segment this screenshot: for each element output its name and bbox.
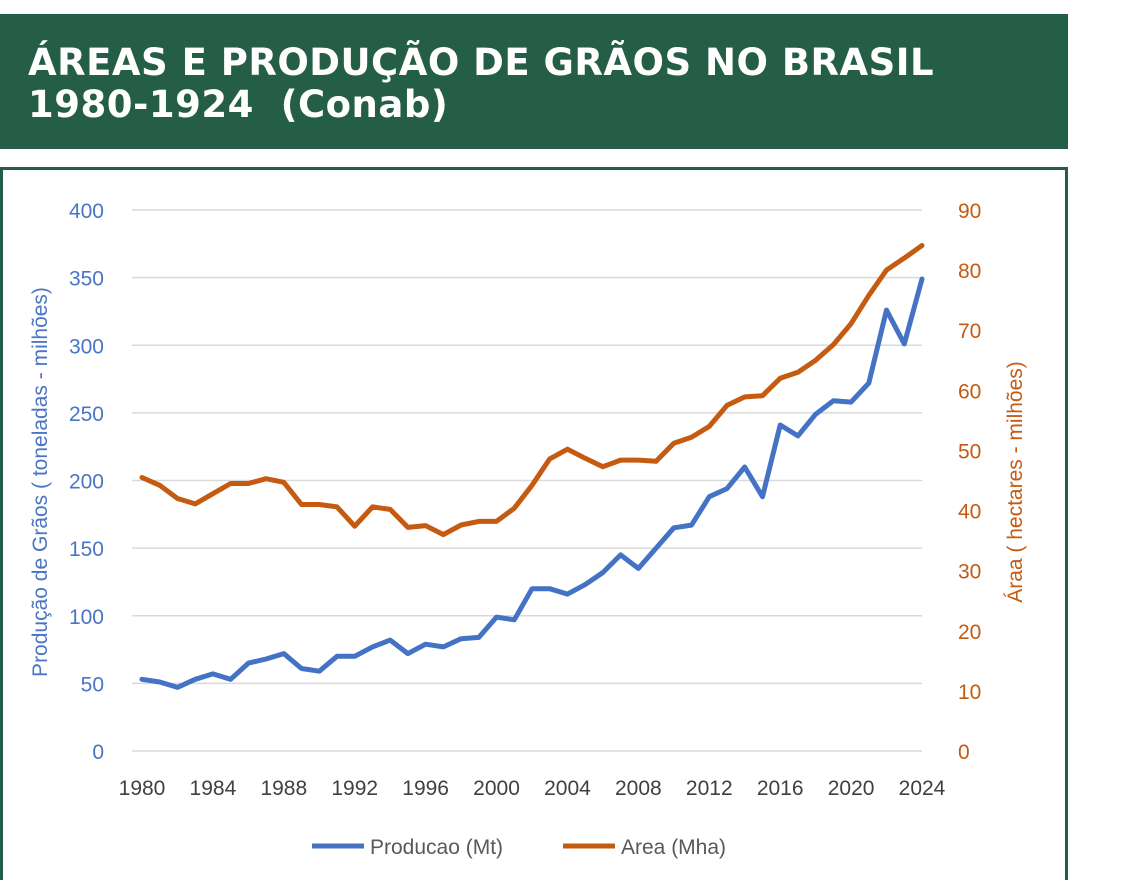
left-axis-title: Produção de Grãos ( toneladas - milhões)	[29, 287, 52, 677]
right-tick-label: 30	[958, 561, 981, 584]
right-axis-title: Áraa ( hectares - milhões)	[1004, 361, 1027, 603]
x-tick-label: 2020	[828, 777, 875, 800]
right-tick-label: 90	[958, 200, 981, 223]
left-tick-label: 400	[69, 200, 104, 223]
left-tick-label: 150	[69, 538, 104, 561]
gridlines	[132, 209, 922, 752]
x-tick-label: 2008	[615, 777, 662, 800]
right-tick-label: 50	[958, 440, 981, 463]
right-tick-label: 10	[958, 681, 981, 704]
x-tick-label: 2016	[757, 777, 804, 800]
producao-series-line	[139, 276, 925, 690]
x-tick-label: 2000	[473, 777, 520, 800]
area-series-line	[139, 243, 925, 538]
x-tick-label: 1980	[119, 777, 166, 800]
legend-label-area: Area (Mha)	[621, 836, 726, 859]
right-tick-label: 80	[958, 260, 981, 283]
legend: Producao (Mt) Area (Mha)	[312, 836, 726, 859]
right-tick-label: 60	[958, 380, 981, 403]
left-tick-label: 350	[69, 268, 104, 291]
right-tick-label: 20	[958, 621, 981, 644]
right-tick-label: 70	[958, 320, 981, 343]
left-tick-label: 0	[92, 741, 104, 764]
left-axis-ticks: 0 50 100 150 200 250 300 350 400	[69, 200, 104, 764]
x-tick-label: 1988	[260, 777, 307, 800]
x-tick-label: 1984	[190, 777, 237, 800]
right-tick-label: 40	[958, 501, 981, 524]
x-tick-label: 1996	[402, 777, 449, 800]
left-tick-label: 300	[69, 335, 104, 358]
left-tick-label: 50	[81, 673, 104, 696]
chart-title-line-2: 1980-1924 (Conab)	[28, 83, 449, 126]
x-tick-label: 2004	[544, 777, 591, 800]
title-banner: ÁREAS E PRODUÇÃO DE GRÃOS NO BRASIL 1980…	[0, 14, 1068, 149]
left-tick-label: 250	[69, 403, 104, 426]
series-lines	[139, 243, 925, 690]
x-tick-label: 2012	[686, 777, 733, 800]
x-tick-label: 2024	[899, 777, 946, 800]
legend-label-producao: Producao (Mt)	[370, 836, 503, 859]
left-tick-label: 100	[69, 606, 104, 629]
left-tick-label: 200	[69, 471, 104, 494]
chart-frame	[0, 167, 1068, 880]
x-axis-ticks: 1980 1984 1988 1992 1996 2000 2004 2008 2012 2016…	[119, 777, 946, 800]
x-tick-label: 1992	[331, 777, 378, 800]
right-tick-label: 0	[958, 741, 970, 764]
chart-title-line-1: ÁREAS E PRODUÇÃO DE GRÃOS NO BRASIL	[28, 41, 935, 84]
right-axis-ticks: 0 10 20 30 40 50 60 70 80 90	[958, 200, 981, 764]
